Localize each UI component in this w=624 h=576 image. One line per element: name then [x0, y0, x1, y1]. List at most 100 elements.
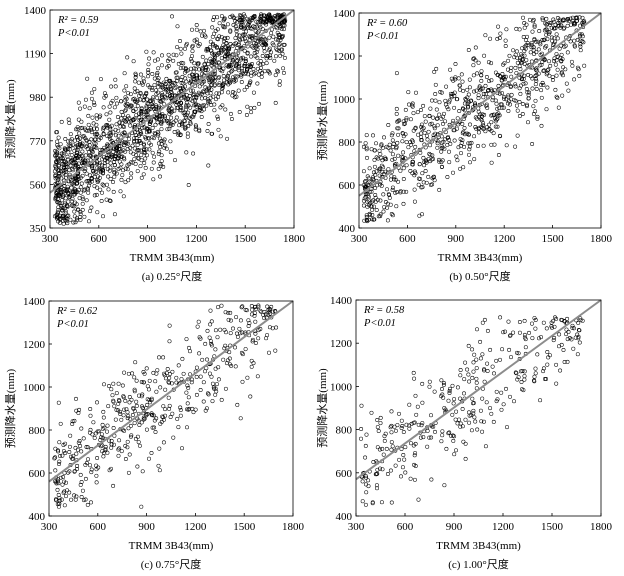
data-point [173, 93, 178, 98]
data-point [484, 75, 489, 79]
data-point [221, 43, 226, 48]
data-point [511, 48, 516, 53]
data-point [89, 96, 94, 101]
data-point [167, 406, 172, 411]
data-point [171, 80, 176, 85]
data-point [226, 51, 231, 56]
data-point [552, 324, 557, 329]
data-point [57, 462, 61, 466]
data-point [214, 91, 219, 96]
data-point [234, 54, 239, 59]
data-point [433, 82, 438, 87]
data-point [190, 377, 194, 382]
data-point [521, 81, 526, 86]
data-point [160, 95, 165, 100]
data-point [476, 144, 480, 148]
data-point [375, 471, 380, 476]
data-point [94, 170, 99, 174]
data-point [278, 25, 282, 30]
data-point [92, 193, 97, 198]
data-point [149, 142, 153, 147]
data-point [267, 311, 272, 316]
y-tick-label: 1400 [24, 5, 47, 17]
data-point [517, 27, 522, 32]
data-point [533, 82, 538, 87]
data-point [364, 490, 369, 495]
data-point [426, 157, 431, 162]
data-point [388, 148, 393, 153]
data-point [498, 357, 502, 362]
data-point [408, 169, 413, 173]
data-point [255, 55, 260, 60]
data-point [420, 127, 425, 132]
data-point [134, 153, 139, 157]
data-point [87, 143, 92, 148]
data-point [400, 465, 405, 470]
data-point [153, 379, 158, 384]
data-point [385, 218, 390, 223]
data-point [256, 303, 261, 308]
data-point [442, 137, 447, 142]
data-point [264, 336, 269, 341]
data-point [231, 77, 236, 82]
data-point [528, 50, 533, 55]
data-point [156, 81, 161, 85]
data-point [496, 153, 501, 157]
data-point [204, 47, 209, 51]
data-point [239, 66, 244, 71]
data-point [439, 149, 444, 154]
data-point [165, 127, 170, 132]
data-point [107, 117, 112, 122]
data-point [223, 343, 228, 348]
data-point [176, 425, 181, 430]
data-point [63, 159, 68, 164]
data-point [207, 335, 212, 340]
data-point [262, 41, 267, 46]
data-point [104, 156, 109, 160]
data-point [515, 60, 520, 65]
data-point [178, 408, 183, 412]
data-point [540, 59, 545, 64]
data-point [208, 78, 213, 83]
data-point [445, 142, 450, 147]
data-point [55, 187, 60, 192]
data-point [133, 90, 138, 95]
data-point [171, 435, 176, 440]
data-point [194, 23, 199, 27]
data-point [91, 121, 96, 126]
data-point [146, 74, 150, 79]
data-point [89, 127, 94, 132]
data-point [439, 90, 444, 95]
data-point [108, 131, 113, 136]
data-point [116, 133, 121, 138]
data-point [243, 39, 248, 44]
data-point [245, 85, 249, 89]
data-point [154, 115, 159, 120]
data-point [453, 62, 458, 66]
data-point [74, 451, 79, 456]
data-point [381, 192, 386, 197]
data-point [462, 101, 467, 106]
data-point [211, 65, 216, 70]
data-point [188, 97, 193, 102]
data-point [97, 162, 102, 167]
data-point [359, 403, 364, 408]
data-point [425, 428, 430, 433]
data-point [184, 79, 189, 84]
data-point [207, 100, 212, 105]
data-point [106, 150, 111, 154]
data-point [154, 371, 159, 376]
data-point [410, 162, 415, 167]
data-point [132, 96, 137, 101]
data-point [118, 189, 123, 194]
data-point [55, 212, 59, 217]
data-point [183, 46, 187, 51]
data-point [566, 18, 571, 23]
x-tick-label: 600 [90, 521, 107, 533]
data-point [238, 416, 243, 421]
data-point [132, 86, 137, 91]
data-point [551, 338, 556, 343]
data-point [94, 463, 99, 468]
data-point [252, 51, 257, 55]
data-point [489, 411, 494, 416]
